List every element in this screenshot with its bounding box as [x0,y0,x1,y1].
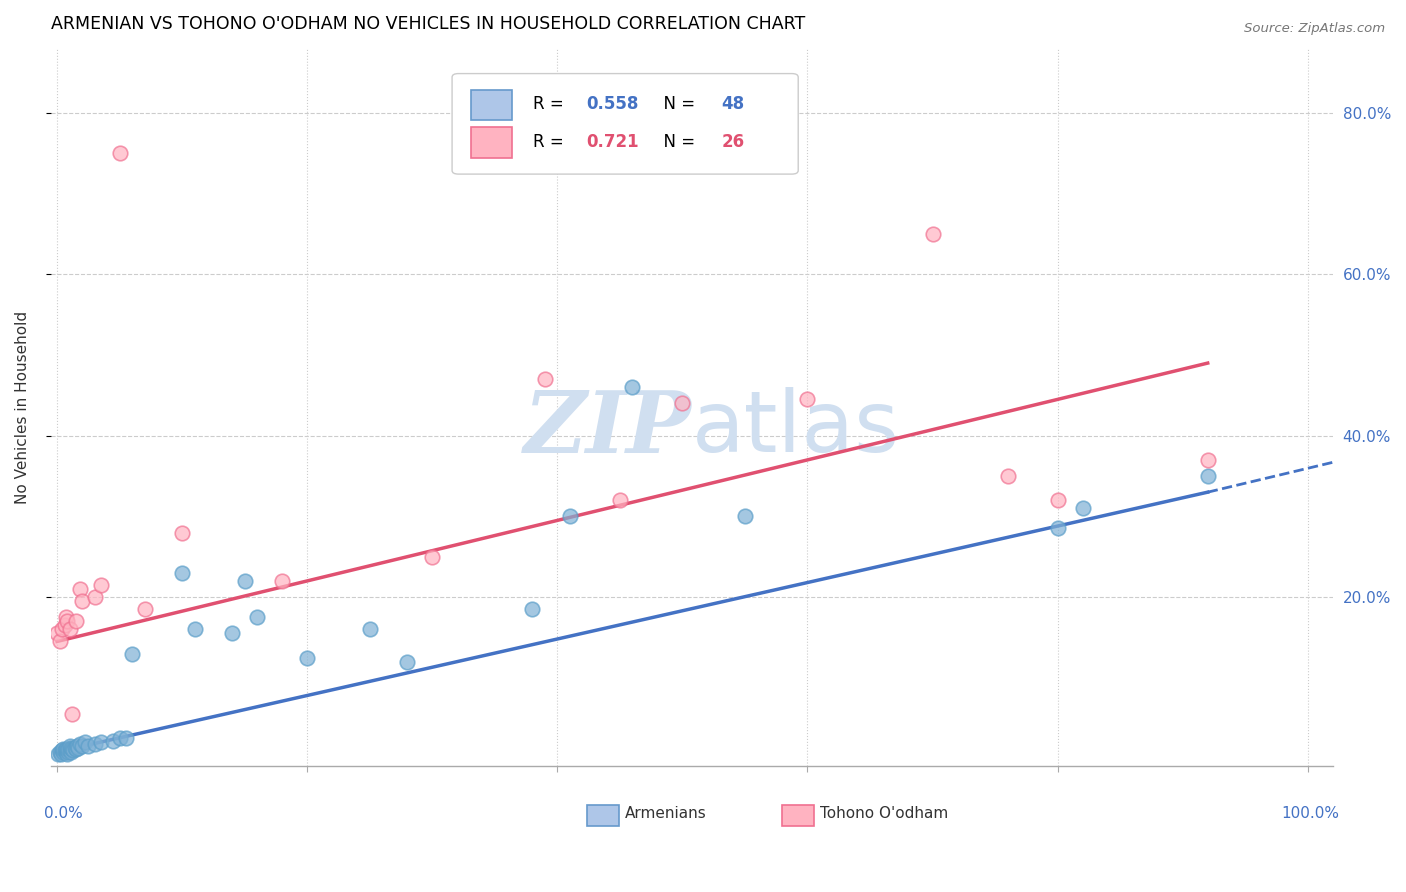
Text: 26: 26 [721,133,744,151]
Point [671,396,693,410]
Point [62,743,84,757]
FancyBboxPatch shape [453,73,799,174]
Point [83,737,105,751]
Point [55,610,77,624]
Point [59,740,82,755]
Point [121,647,143,661]
Text: 48: 48 [721,95,744,113]
Point [46,626,69,640]
FancyBboxPatch shape [471,90,512,120]
Point [108,146,131,161]
FancyBboxPatch shape [586,805,619,826]
Text: 0.721: 0.721 [586,133,640,151]
Point [51,743,73,757]
Point [65,741,87,756]
Point [56,747,79,761]
Point [69,737,91,751]
Point [183,623,205,637]
Text: N =: N = [654,95,700,113]
Text: ARMENIAN VS TOHONO O'ODHAM NO VEHICLES IN HOUSEHOLD CORRELATION CHART: ARMENIAN VS TOHONO O'ODHAM NO VEHICLES I… [51,15,806,33]
Point [420,549,443,564]
Point [53,743,76,757]
Point [246,610,269,624]
Point [172,566,194,580]
Text: N =: N = [654,133,700,151]
Point [48,745,70,759]
Point [297,650,319,665]
Point [115,731,138,746]
Point [90,578,112,592]
Point [396,655,419,669]
Point [48,634,70,648]
Point [1071,501,1094,516]
Point [73,735,96,749]
Point [1197,469,1219,483]
Text: 0.558: 0.558 [586,95,640,113]
Point [1046,521,1069,535]
Point [53,618,76,632]
Point [997,469,1019,483]
Point [49,747,72,762]
Point [359,623,381,637]
Point [172,525,194,540]
Point [609,493,631,508]
Point [70,594,93,608]
Point [90,735,112,749]
Text: R =: R = [533,133,569,151]
Point [58,743,80,757]
Point [51,623,73,637]
Point [77,739,100,754]
Point [621,380,644,394]
Point [63,740,86,755]
Point [52,741,75,756]
Point [66,739,89,754]
Point [60,741,83,756]
Point [69,582,91,596]
Point [522,602,544,616]
Text: Armenians: Armenians [626,805,707,821]
Point [103,733,125,747]
Point [221,626,243,640]
Point [56,614,79,628]
Point [55,745,77,759]
Point [271,574,294,588]
Point [134,602,156,616]
Y-axis label: No Vehicles in Household: No Vehicles in Household [15,311,30,504]
Point [558,509,581,524]
Text: R =: R = [533,95,569,113]
Point [796,392,818,407]
Point [58,623,80,637]
Point [734,509,756,524]
Text: atlas: atlas [692,387,900,470]
Point [55,741,77,756]
FancyBboxPatch shape [782,805,814,826]
Point [46,747,69,762]
Point [233,574,256,588]
Text: Tohono O'odham: Tohono O'odham [820,805,948,821]
Point [60,706,83,721]
Point [534,372,557,386]
Point [58,739,80,754]
Text: ZIP: ZIP [524,387,692,471]
Point [921,227,943,241]
Point [1046,493,1069,508]
Text: Source: ZipAtlas.com: Source: ZipAtlas.com [1244,22,1385,36]
Point [59,745,82,759]
Point [65,614,87,628]
Point [56,743,79,757]
Text: 0.0%: 0.0% [45,806,83,821]
Point [58,741,80,756]
Point [83,590,105,604]
Text: 100.0%: 100.0% [1281,806,1339,821]
FancyBboxPatch shape [471,128,512,158]
Point [70,739,93,754]
Point [67,740,90,755]
Point [108,731,131,746]
Point [1197,453,1219,467]
Point [52,745,75,759]
Point [58,745,80,759]
